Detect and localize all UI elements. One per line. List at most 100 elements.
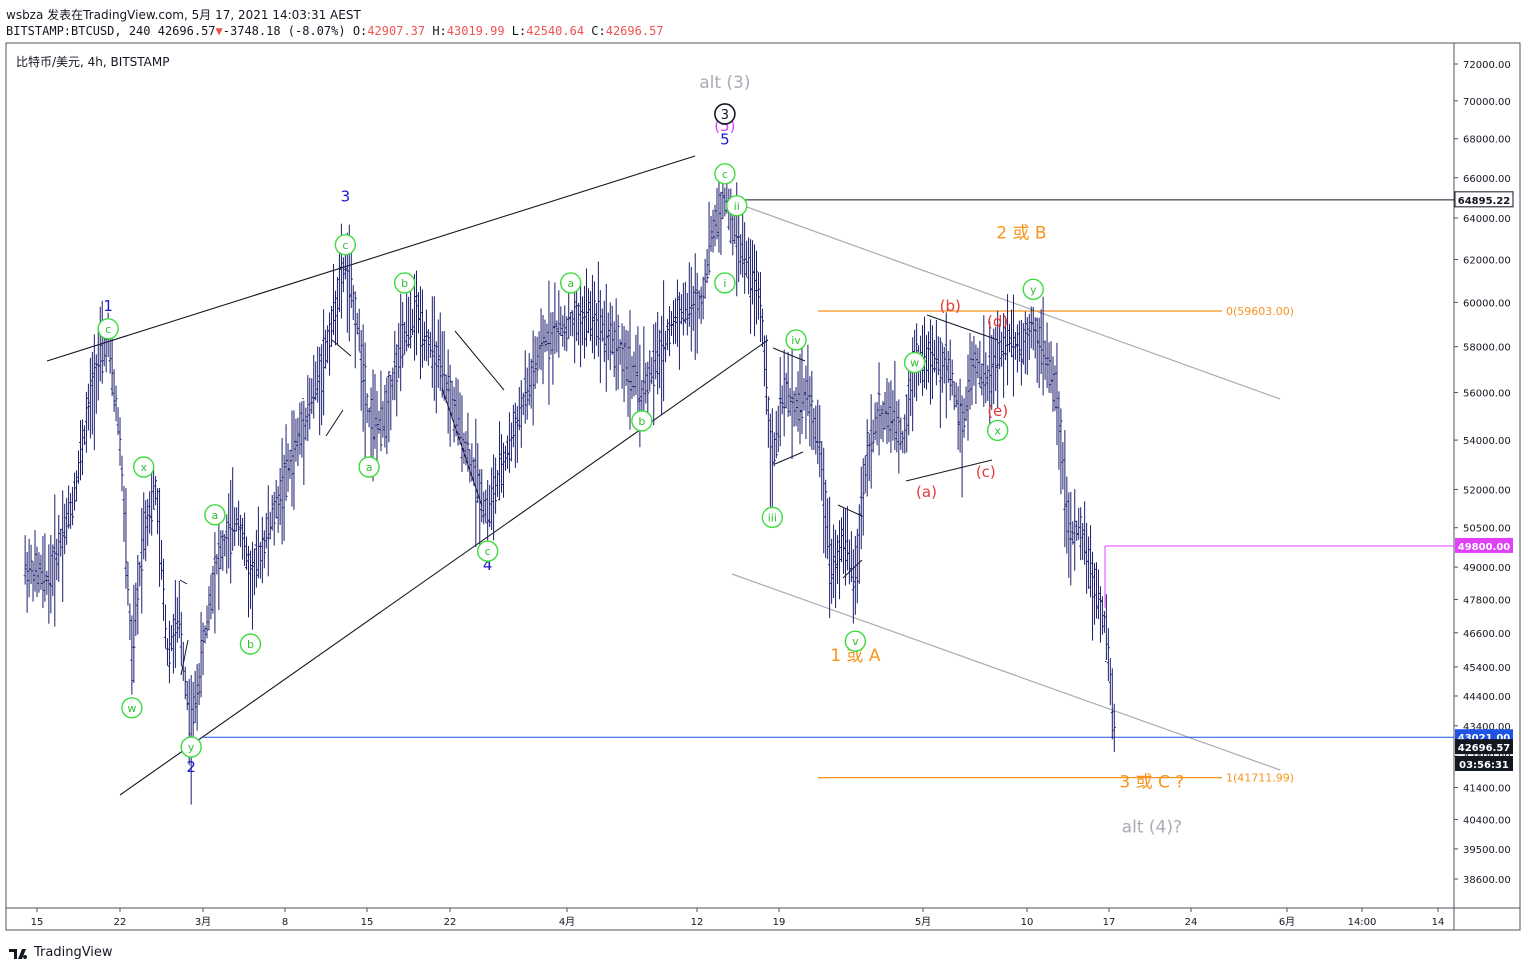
price-label: 42696.57: [1458, 743, 1511, 754]
x-tick-label: 5月: [915, 916, 931, 928]
tradingview-logo-icon: [9, 948, 28, 959]
y-tick-label: 40400.00: [1463, 815, 1511, 826]
pattern-line: [926, 314, 999, 341]
x-tick-label: 8: [282, 917, 288, 928]
x-tick-label: 22: [444, 917, 457, 928]
wave-circle: [844, 630, 867, 652]
wave-circle-label: a: [567, 277, 574, 290]
wave-circle-label: b: [247, 638, 254, 651]
fib-level-label: 1(41711.99): [1226, 772, 1294, 785]
price-label-box: [1454, 191, 1514, 208]
wave-circle: [560, 272, 582, 294]
wave-circle-label: a: [212, 509, 219, 522]
x-tick-label: 19: [773, 917, 786, 928]
wave-3-label: 3: [721, 108, 729, 123]
wave-circle-label: a: [366, 461, 373, 474]
wave-label: (a): [916, 483, 937, 501]
price-label: 64895.22: [1458, 196, 1511, 207]
wave-circle-label: c: [722, 168, 728, 181]
open-label: O:: [352, 24, 368, 38]
x-tick-label: 22: [114, 917, 127, 928]
wave-circle: [180, 736, 202, 758]
wave-circle: [358, 456, 380, 478]
wave-circle: [761, 506, 784, 529]
x-tick-label: 12: [691, 917, 704, 928]
wave-circle-label: c: [485, 545, 491, 558]
wave-label: 4: [483, 556, 493, 574]
wave-circle: [1022, 278, 1044, 301]
price-axis: 38600.0039500.0040400.0041400.0042400.00…: [1454, 60, 1514, 886]
x-tick-label: 17: [1103, 917, 1116, 928]
x-tick-label: 14: [1432, 917, 1445, 928]
down-arrow-icon: ▼: [215, 24, 223, 38]
y-tick-label: 49000.00: [1463, 563, 1511, 574]
symbol-label: BITSTAMP:BTCUSD, 240: [6, 24, 151, 38]
y-tick-label: 52000.00: [1463, 485, 1511, 496]
wave-circle-label: c: [342, 239, 348, 252]
wave-circle: [726, 195, 748, 217]
wave-circle: [785, 329, 807, 351]
channel-upper-line: [732, 201, 1281, 400]
ohlc-legend: BITSTAMP:BTCUSD, 240 42696.57▼-3748.18 (…: [6, 24, 664, 38]
y-tick-label: 45400.00: [1463, 663, 1511, 674]
fib-level-label: 0(59603.00): [1226, 305, 1294, 318]
wave-label: (b): [940, 297, 961, 315]
price-label-box: [1455, 537, 1513, 553]
wave-circle-label: x: [994, 424, 1001, 437]
x-tick-label: 4月: [559, 916, 575, 928]
wave-circle-label: b: [638, 415, 645, 428]
wave-label: 5: [720, 131, 730, 149]
tradingview-footer[interactable]: TradingView: [8, 945, 113, 960]
pattern-line: [179, 579, 188, 585]
price-bars: [23, 169, 1116, 805]
x-tick-label: 15: [31, 917, 44, 928]
price-label: 49800.00: [1458, 542, 1511, 553]
wave-circle: [714, 163, 736, 185]
wave-circle-label: iii: [768, 511, 777, 524]
wave-label: 2 或 B: [996, 224, 1046, 244]
wave-circle: [393, 272, 416, 294]
wave-circle: [121, 697, 143, 719]
time-axis: 15 22 3月 8 15 22 4月 12 19 5月 10 17 24 6月 14:00 14: [31, 908, 1445, 928]
wave-circle: [986, 419, 1009, 442]
y-tick-label: 54000.00: [1463, 436, 1511, 447]
y-tick-label: 47800.00: [1463, 596, 1511, 607]
channel-lower-line: [731, 573, 1281, 771]
open-value: 42907.37: [367, 24, 426, 38]
pattern-line: [325, 409, 344, 437]
y-tick-label: 41400.00: [1463, 783, 1511, 794]
wave-circle-label: w: [127, 702, 136, 715]
wave-circle-label: w: [910, 357, 919, 370]
wave-circle-label: i: [723, 277, 726, 290]
pattern-line: [180, 639, 189, 676]
close-label: C:: [591, 24, 606, 38]
wave-label: 1 或 A: [830, 646, 881, 666]
wave-circle-label: b: [401, 277, 408, 290]
high-value: 43019.99: [446, 24, 505, 38]
pattern-line: [454, 330, 505, 391]
publish-info: wsbza 发表在TradingView.com, 5月 17, 2021 14…: [6, 8, 361, 22]
y-tick-label: 72000.00: [1463, 60, 1511, 71]
y-tick-label: 66000.00: [1463, 174, 1511, 185]
y-tick-label: 39500.00: [1463, 845, 1511, 856]
wave-label: alt (4)?: [1122, 817, 1182, 837]
tradingview-brand: TradingView: [34, 945, 113, 960]
wave-circle-label: y: [188, 741, 195, 754]
y-tick-label: 60000.00: [1463, 298, 1511, 309]
pattern-line: [774, 451, 804, 465]
y-tick-label: 68000.00: [1463, 135, 1511, 146]
high-label: H:: [432, 24, 447, 38]
wave-circle-label: v: [852, 635, 859, 648]
y-tick-label: 64000.00: [1463, 214, 1511, 225]
price-label: 03:56:31: [1459, 760, 1509, 771]
low-value: 42540.64: [526, 24, 585, 38]
wave-circle: [476, 540, 499, 562]
outer-frame: [5, 42, 1521, 931]
upper-wedge-line: [46, 155, 696, 362]
y-tick-label: 62000.00: [1463, 255, 1511, 266]
pattern-line: [837, 504, 863, 517]
x-tick-label: 3月: [195, 916, 211, 928]
wave-label: (e): [987, 402, 1008, 420]
